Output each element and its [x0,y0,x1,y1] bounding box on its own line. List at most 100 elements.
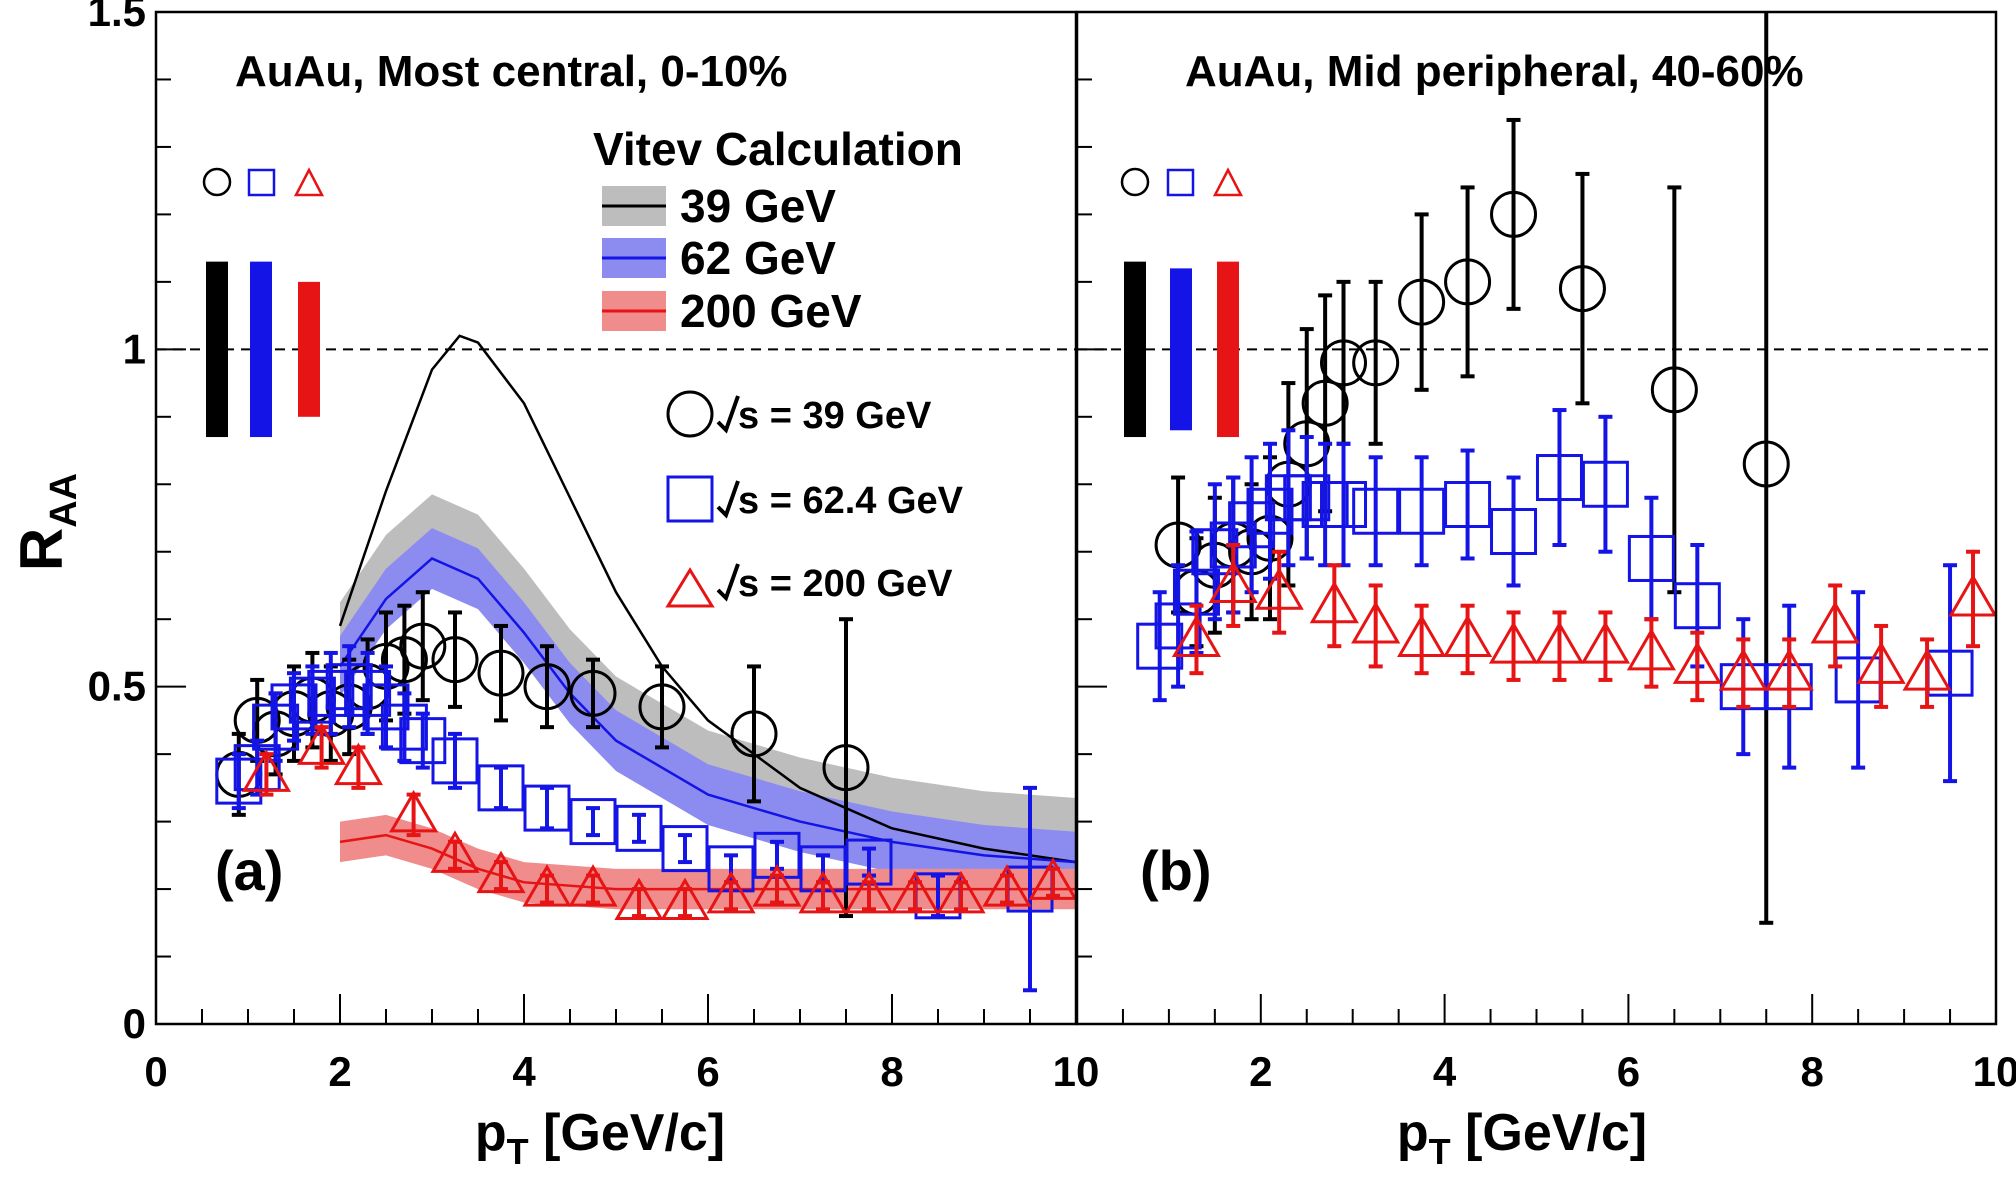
xtick-label-a-10: 10 [1053,1048,1100,1095]
point-triangle-b-0 [1171,603,1222,676]
point-circle-a-15 [638,664,686,750]
point-circle-b-16 [1742,12,1790,925]
marker-square-b-17 [1627,534,1675,582]
norm-key-a-square [247,168,276,197]
xtick-label-b-8: 8 [1801,1048,1824,1095]
point-triangle-b-15 [1856,623,1906,709]
point-circle-a-13 [523,644,571,730]
marker-circle-b-11 [1398,278,1446,326]
point-square-a-16 [661,825,709,873]
point-triangle-a-2 [333,742,384,790]
x-axis-title-a: pT [GeV/c] [475,1104,725,1172]
point-square-a-7 [344,650,392,736]
marker-triangle-b-1 [1208,560,1258,603]
point-square-a-13 [523,784,571,832]
legend-marker-square [666,475,714,523]
marker-triangle-a-0 [241,749,292,792]
marker-circle-a-13 [523,663,571,711]
point-square-a-6 [325,644,373,730]
marker-circle-b-10 [1352,339,1400,387]
ytick-label-1: 1 [123,325,146,372]
model-legend-heading: Vitev Calculation [593,123,963,175]
marker-triangle-a-14 [890,870,940,914]
marker-triangle-a-5 [476,850,526,894]
legend-marker-triangle [665,567,715,608]
point-square-a-11 [431,731,479,790]
marker-square-a-5 [307,669,355,717]
norm-key-b-square [1166,168,1195,197]
marker-square-a-16 [661,825,709,873]
point-triangle-b-9 [1580,610,1631,682]
norm-key-b-triangle [1212,167,1244,197]
point-triangle-b-13 [1764,637,1814,709]
model-band-39-a [340,494,1076,859]
marker-square-b-5 [1228,501,1276,549]
marker-triangle-b-5 [1397,614,1447,657]
marker-triangle-b-8 [1534,621,1585,664]
point-square-b-13 [1444,448,1492,561]
marker-square-b-10 [1320,481,1368,529]
point-triangle-b-4 [1351,583,1401,669]
marker-square-a-14 [569,798,617,846]
point-square-b-6 [1246,441,1294,581]
ytick-label-0: 0 [123,1000,146,1047]
point-triangle-a-6 [522,864,572,907]
marker-triangle-b-13 [1764,648,1814,691]
point-square-a-14 [569,798,617,846]
panel-a-title: AuAu, Most central, 0-10% [235,47,788,96]
norm-bar-a-0 [206,261,228,438]
point-triangle-a-13 [844,870,894,914]
point-triangle-a-8 [614,877,664,921]
xtick-label-a-2: 2 [328,1048,351,1095]
point-triangle-a-4 [430,830,480,873]
marker-triangle-a-2 [333,742,384,786]
point-triangle-b-6 [1442,603,1493,676]
point-triangle-a-1 [296,722,347,770]
y-axis-title: RAA [8,473,85,571]
ytick-label-1.5: 1.5 [88,0,146,35]
marker-triangle-b-6 [1442,614,1493,657]
marker-triangle-a-4 [430,830,480,873]
marker-square-b-15 [1535,454,1583,502]
norm-bar-b-2 [1217,261,1239,438]
point-square-b-8 [1283,435,1331,561]
marker-circle-b-12 [1444,258,1492,306]
norm-bar-a-2 [298,281,320,417]
marker-triangle-a-13 [844,870,894,914]
point-square-b-22 [1926,563,1974,784]
xtick-label-a-8: 8 [880,1048,903,1095]
legend-data-200: s = 200 GeV [738,563,953,605]
marker-triangle-b-9 [1580,621,1631,664]
marker-circle-a-14 [569,669,617,717]
point-square-b-5 [1228,455,1276,595]
legend-sqrt-62 [716,480,740,519]
point-triangle-a-17 [1028,857,1076,900]
panel-b-letter: (b) [1140,839,1212,902]
marker-square-a-12 [477,764,525,812]
marker-triangle-a-15 [936,870,986,914]
marker-triangle-b-17 [1948,573,1996,617]
marker-triangle-a-3 [388,789,439,833]
point-triangle-b-1 [1208,542,1258,628]
marker-triangle-a-17 [1028,857,1076,900]
marker-triangle-a-6 [522,864,572,907]
point-square-a-5 [307,650,355,736]
point-triangle-a-5 [476,850,526,894]
point-triangle-b-8 [1534,610,1585,682]
marker-square-a-11 [431,737,479,785]
marker-circle-a-10 [399,622,447,670]
marker-square-a-13 [523,784,571,832]
marker-circle-a-11 [431,636,479,684]
model-legend: Vitev Calculation 39 GeV 62 GeV 200 GeV [593,123,963,337]
point-triangle-a-9 [660,877,710,921]
marker-circle-a-12 [477,649,525,697]
ytick-label-0.5: 0.5 [88,663,146,710]
point-square-b-15 [1535,408,1583,547]
data-legend: s = 39 GeV s = 62.4 GeV s = 200 GeV [665,390,964,608]
point-triangle-b-11 [1672,630,1722,703]
point-triangle-b-2 [1254,549,1304,635]
point-circle-b-15 [1650,185,1698,595]
norm-bar-b-0 [1124,261,1146,438]
marker-triangle-a-10 [706,870,756,914]
